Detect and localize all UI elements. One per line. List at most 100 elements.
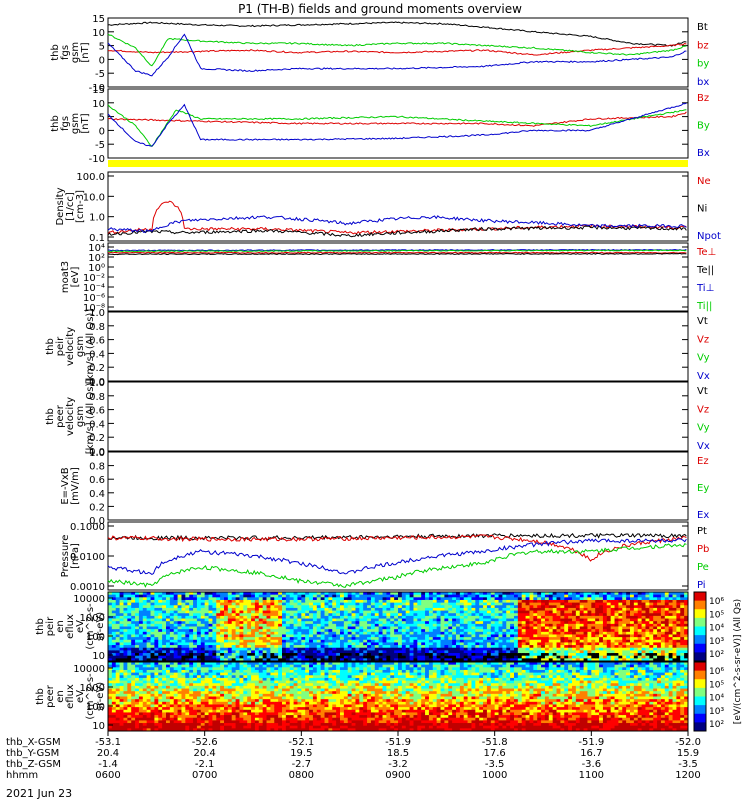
spectrogram-cell bbox=[154, 618, 159, 622]
spectrogram-cell bbox=[212, 677, 217, 682]
spectrogram-cell bbox=[622, 637, 627, 641]
spectrogram-cell bbox=[111, 712, 117, 716]
spectrogram-cell bbox=[177, 629, 182, 633]
spectrogram-cell bbox=[262, 650, 268, 654]
spectrogram-cell bbox=[162, 647, 167, 651]
spectrogram-cell bbox=[108, 597, 113, 601]
spectrogram-cell bbox=[220, 717, 225, 721]
spectrogram-cell bbox=[274, 626, 279, 630]
spectrogram-cell bbox=[630, 645, 635, 649]
spectrogram-cell bbox=[595, 626, 600, 630]
spectrogram-cell bbox=[123, 688, 128, 692]
spectrogram-cell bbox=[278, 626, 283, 630]
spectrogram-cell bbox=[127, 653, 132, 657]
spectrogram-cell bbox=[413, 592, 418, 596]
spectrogram-cell bbox=[196, 662, 202, 666]
spectrogram-cell bbox=[158, 639, 163, 643]
spectrogram-cell bbox=[382, 621, 387, 625]
spectrogram-cell bbox=[343, 602, 349, 606]
spectrogram-cell bbox=[231, 642, 237, 646]
spectrogram-cell bbox=[521, 653, 527, 657]
spectrogram-cell bbox=[158, 623, 163, 627]
spectrogram-cell bbox=[166, 650, 171, 654]
spectrogram-cell bbox=[340, 599, 345, 604]
spectrogram-cell bbox=[169, 688, 175, 692]
spectrogram-cell bbox=[135, 597, 140, 601]
spectrogram-cell bbox=[173, 683, 179, 687]
spectrogram-cell bbox=[305, 647, 310, 651]
spectrogram-cell bbox=[374, 658, 380, 662]
spectrogram-cell bbox=[196, 645, 202, 649]
spectrogram-cell bbox=[108, 725, 113, 729]
spectrogram-cell bbox=[270, 623, 275, 627]
spectrogram-cell bbox=[490, 607, 496, 612]
spectrogram-cell bbox=[177, 709, 182, 713]
spectrogram-cell bbox=[340, 634, 345, 638]
spectrogram-cell bbox=[200, 688, 206, 692]
spectrogram-cell bbox=[641, 607, 646, 612]
spectrogram-cell bbox=[332, 658, 337, 662]
ytick-label: 0.8 bbox=[89, 322, 105, 333]
spectrogram-cell bbox=[575, 607, 581, 612]
spectrogram-cell bbox=[386, 607, 391, 612]
spectrogram-cell bbox=[181, 607, 186, 612]
panel-frame bbox=[107, 381, 689, 452]
spectrogram-cell bbox=[502, 629, 507, 633]
spectrogram-cell bbox=[405, 618, 411, 622]
spectrogram-cell bbox=[633, 597, 639, 601]
ytick-label: 0.2 bbox=[89, 433, 105, 444]
spectrogram-cell bbox=[568, 602, 573, 606]
spectrogram-cell bbox=[115, 696, 121, 700]
spectrogram-cell bbox=[637, 639, 643, 643]
spectrogram-cell bbox=[483, 629, 488, 633]
spectrogram-cell bbox=[436, 594, 442, 598]
spectrogram-cell bbox=[459, 592, 465, 596]
spectrogram-cell bbox=[239, 645, 244, 649]
spectrogram-cell bbox=[556, 639, 561, 643]
spectrogram-cell bbox=[668, 629, 674, 633]
spectrogram-cell bbox=[409, 613, 414, 617]
spectrogram-cell bbox=[158, 709, 163, 713]
spectrogram-cell bbox=[162, 728, 167, 732]
spectrogram-cell bbox=[204, 715, 210, 719]
spectrogram-cell bbox=[537, 637, 542, 641]
spectrogram-cell bbox=[131, 626, 136, 630]
spectrogram-cell bbox=[382, 626, 387, 630]
spectrogram-cell bbox=[166, 647, 171, 651]
spectrogram-cell bbox=[494, 613, 500, 617]
spectrogram-cell bbox=[235, 637, 240, 641]
spectrogram-cell bbox=[421, 645, 426, 649]
spectrogram-cell bbox=[162, 650, 167, 654]
spectrogram-cell bbox=[370, 626, 376, 630]
spectrogram-cell bbox=[324, 618, 329, 622]
spectrogram-cell bbox=[181, 645, 186, 649]
spectrogram-cell bbox=[587, 658, 592, 662]
spectrogram-cell bbox=[490, 597, 496, 601]
spectrogram-cell bbox=[289, 655, 295, 659]
spectrogram-cell bbox=[305, 602, 310, 606]
spectrogram-cell bbox=[417, 634, 422, 638]
spectrogram-cell bbox=[614, 623, 619, 627]
spectrogram-cell bbox=[154, 613, 159, 617]
ylabel-line: [km/s] (All Qs)] bbox=[85, 309, 96, 385]
spectrogram-cell bbox=[123, 653, 128, 657]
spectrogram-cell bbox=[189, 623, 194, 627]
spectrogram-cell bbox=[653, 631, 658, 635]
spectrogram-cell bbox=[401, 605, 407, 609]
spectrogram-cell bbox=[305, 639, 310, 643]
spectrogram-cell bbox=[572, 631, 577, 635]
spectrogram-cell bbox=[282, 639, 287, 643]
spectrogram-cell bbox=[227, 613, 233, 617]
spectrogram-cell bbox=[641, 639, 646, 643]
spectrogram-cell bbox=[173, 723, 179, 727]
spectrogram-cell bbox=[146, 599, 152, 604]
spectrogram-cell bbox=[440, 626, 445, 630]
spectrogram-cell bbox=[405, 623, 411, 627]
spectrogram-cell bbox=[579, 594, 585, 598]
spectrogram-cell bbox=[517, 623, 523, 627]
spectrogram-cell bbox=[343, 639, 349, 643]
spectrogram-cell bbox=[417, 615, 422, 620]
spectrogram-cell bbox=[135, 704, 140, 708]
spectrogram-cell bbox=[200, 699, 206, 703]
spectrogram-cell bbox=[660, 645, 666, 649]
